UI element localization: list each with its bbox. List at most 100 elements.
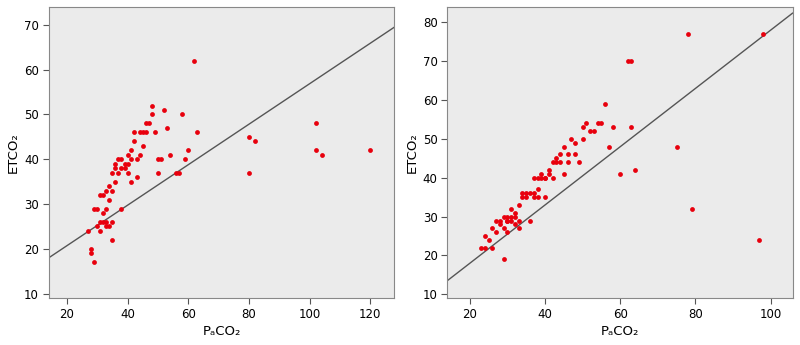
Point [121, 170, 134, 176]
Point [127, 139, 140, 144]
Point [580, 121, 593, 126]
Point [531, 187, 544, 192]
Point [554, 159, 566, 165]
Point [134, 152, 146, 158]
Point [109, 179, 122, 185]
Point [188, 58, 201, 63]
Point [242, 170, 255, 176]
Point [115, 206, 128, 211]
Point [478, 245, 491, 250]
Point [249, 139, 262, 144]
Point [170, 170, 182, 176]
Point [146, 112, 158, 117]
Point [103, 224, 116, 229]
Point [173, 170, 186, 176]
Point [158, 107, 170, 113]
Point [591, 121, 604, 126]
Point [498, 257, 510, 262]
Point [134, 130, 146, 135]
Point [685, 206, 698, 211]
Point [115, 166, 128, 171]
Point [501, 214, 514, 219]
Point [682, 31, 694, 37]
Point [498, 226, 510, 231]
Point [130, 175, 143, 180]
Point [753, 237, 766, 243]
Point [561, 152, 574, 157]
Point [151, 157, 164, 162]
Point [161, 125, 174, 131]
Point [531, 175, 544, 180]
Point [136, 143, 149, 149]
Point [527, 195, 540, 200]
Point [100, 188, 113, 194]
Point [550, 159, 562, 165]
Point [115, 157, 128, 162]
Point [527, 190, 540, 196]
Point [118, 161, 131, 167]
Point [182, 148, 194, 153]
Point [154, 157, 167, 162]
Point [97, 210, 110, 216]
Point [118, 166, 131, 171]
Point [139, 130, 152, 135]
Point [573, 159, 586, 165]
Y-axis label: ETCO₂: ETCO₂ [406, 132, 418, 173]
Point [516, 190, 529, 196]
Point [523, 190, 536, 196]
Point [561, 159, 574, 165]
Point [178, 157, 191, 162]
X-axis label: PₐCO₂: PₐCO₂ [202, 325, 241, 338]
Y-axis label: ETCO₂: ETCO₂ [7, 132, 20, 173]
Point [509, 221, 522, 227]
Point [546, 175, 559, 180]
Point [614, 171, 626, 177]
Point [94, 193, 106, 198]
Point [558, 171, 570, 177]
Point [625, 59, 638, 64]
Point [512, 226, 525, 231]
Point [558, 144, 570, 149]
Point [606, 125, 619, 130]
Point [136, 130, 149, 135]
Point [91, 206, 104, 211]
Point [88, 259, 101, 265]
Point [542, 167, 555, 173]
Point [602, 144, 615, 149]
Point [94, 228, 106, 234]
Point [94, 219, 106, 225]
Point [121, 161, 134, 167]
Point [505, 218, 518, 223]
Point [538, 175, 551, 180]
Point [124, 157, 137, 162]
Point [482, 237, 495, 243]
Point [501, 218, 514, 223]
Point [505, 206, 518, 211]
Point [121, 152, 134, 158]
Point [474, 245, 487, 250]
Point [546, 159, 559, 165]
Point [494, 218, 506, 223]
Point [625, 125, 638, 130]
Point [364, 148, 377, 153]
Point [629, 167, 642, 173]
Point [584, 128, 597, 134]
Point [146, 103, 158, 108]
Point [490, 229, 502, 235]
Point [97, 219, 110, 225]
Point [535, 175, 548, 180]
Point [109, 166, 122, 171]
Point [565, 136, 578, 142]
Point [587, 128, 600, 134]
Point [512, 202, 525, 208]
Point [523, 218, 536, 223]
Point [112, 157, 125, 162]
Point [315, 152, 328, 158]
Point [542, 171, 555, 177]
Point [191, 130, 204, 135]
Point [598, 101, 611, 107]
Point [509, 210, 522, 216]
Point [149, 130, 162, 135]
Point [569, 152, 582, 157]
Point [85, 250, 98, 256]
